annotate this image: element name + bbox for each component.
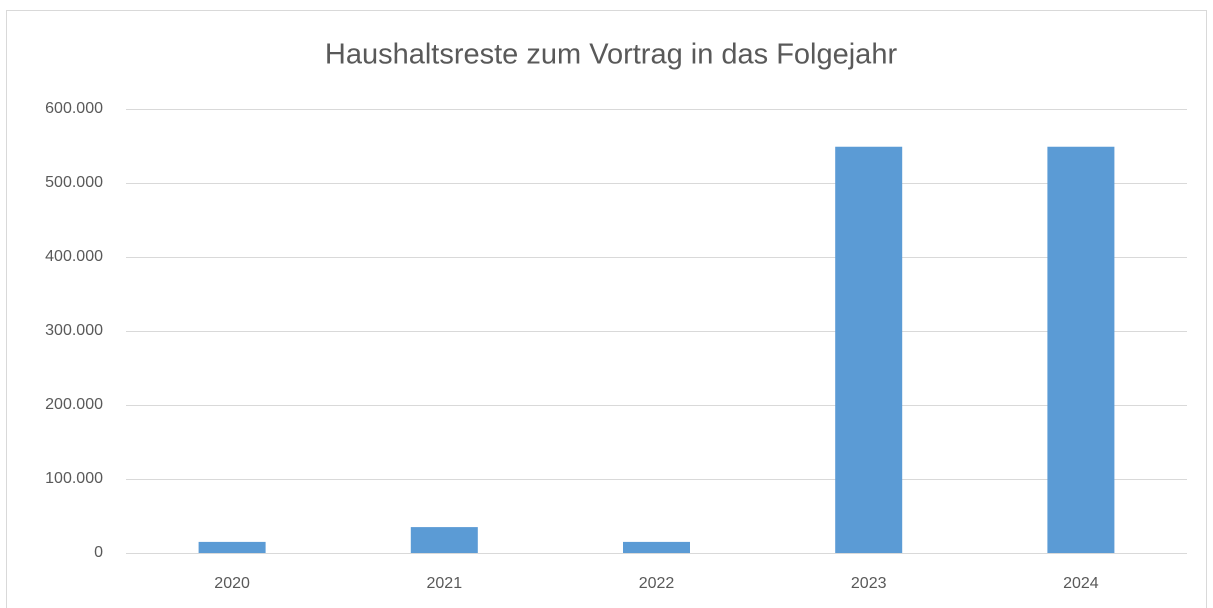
x-tick-label: 2020	[214, 575, 250, 592]
chart-title: Haushaltsreste zum Vortrag in das Folgej…	[325, 39, 898, 71]
x-tick-label: 2022	[639, 575, 675, 592]
chart-border	[6, 10, 1207, 608]
bar	[198, 541, 266, 553]
bar	[623, 541, 690, 553]
y-tick-label: 300.000	[45, 322, 103, 339]
x-tick-label: 2023	[851, 575, 887, 592]
bar	[835, 146, 903, 554]
y-tick-label: 500.000	[45, 174, 103, 191]
y-tick-label: 100.000	[45, 470, 103, 487]
bar	[1047, 146, 1115, 554]
x-tick-label: 2021	[427, 575, 463, 592]
y-tick-label: 400.000	[45, 248, 103, 265]
bar	[410, 527, 478, 553]
y-tick-label: 600.000	[45, 100, 103, 117]
x-tick-label: 2024	[1063, 575, 1099, 592]
y-tick-label: 200.000	[45, 396, 103, 413]
y-tick-label: 0	[94, 544, 103, 561]
